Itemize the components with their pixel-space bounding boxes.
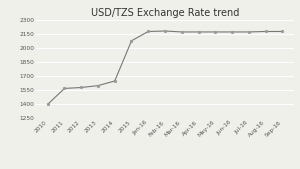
Title: USD/TZS Exchange Rate trend: USD/TZS Exchange Rate trend <box>91 8 239 18</box>
